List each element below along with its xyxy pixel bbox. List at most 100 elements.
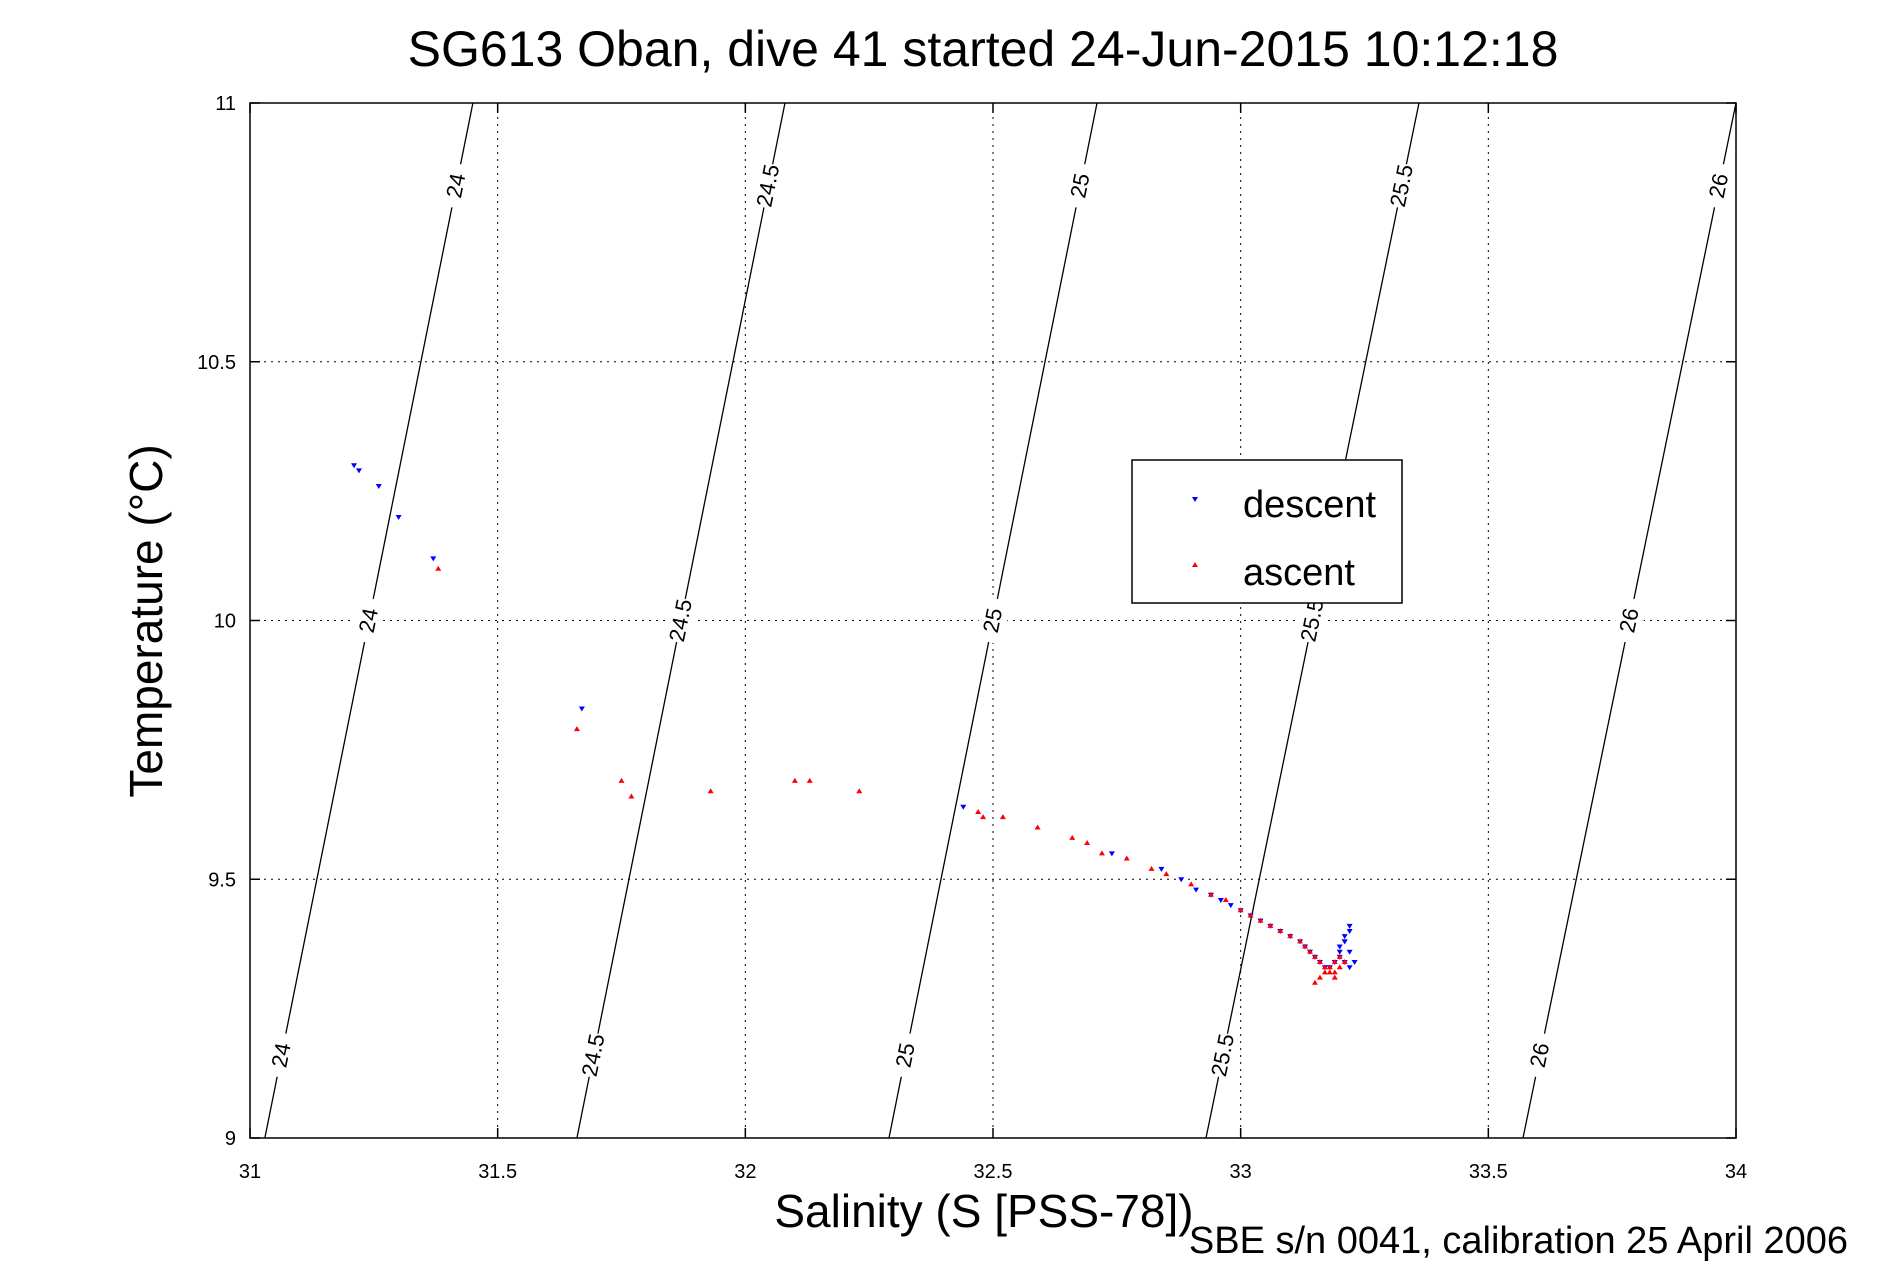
descent-point	[578, 706, 585, 712]
isopycnal-label-text: 25	[978, 606, 1007, 635]
ascent-point	[1341, 959, 1348, 965]
x-tick-label: 32	[734, 1161, 756, 1183]
descent-point	[960, 804, 967, 810]
ascent-point	[1336, 964, 1343, 970]
ascent-point	[1336, 953, 1343, 959]
ascent-point	[1321, 964, 1328, 970]
isopycnal-label-text: 24.5	[751, 162, 784, 209]
ascent-point	[1302, 943, 1309, 949]
ascent-point	[1123, 855, 1130, 861]
isopycnal-label-bg	[263, 1030, 300, 1080]
isopycnal-label-text: 24	[266, 1041, 295, 1070]
descent-point	[1217, 897, 1224, 903]
isopycnal-label-text: 26	[1614, 606, 1643, 635]
descent-point	[1158, 866, 1165, 872]
isopycnal-label-text: 24	[354, 606, 383, 635]
ascent-point	[1188, 881, 1195, 887]
descent-point	[1351, 960, 1358, 966]
descent-point	[430, 556, 437, 562]
isopycnal-label-bg	[750, 161, 787, 211]
descent-point	[355, 468, 362, 474]
ascent-point	[1207, 891, 1214, 897]
ascent-point	[980, 814, 987, 820]
data-points	[351, 463, 1358, 985]
descent-point	[395, 515, 402, 520]
descent-point	[351, 463, 358, 469]
isopycnal-label-bg	[1204, 1030, 1242, 1080]
legend-descent-marker	[1192, 497, 1198, 502]
calibration-footnote: SBE s/n 0041, calibration 25 April 2006	[1189, 1220, 1848, 1262]
descent-point	[1227, 903, 1234, 909]
legend-ascent-marker	[1192, 562, 1198, 567]
x-tick-label: 32.5	[974, 1161, 1013, 1183]
ascent-point	[1163, 871, 1170, 877]
ascent-point	[999, 814, 1006, 820]
isopycnal-label-bg	[350, 596, 387, 645]
density-contours: 24 24 24 24.5 24.5 24.5 25 25 25 25.5 25.5 25.5 26 26…	[263, 102, 1738, 1139]
descent-point	[1336, 949, 1343, 955]
isopycnal-label-bg	[1062, 161, 1099, 211]
y-tick-label: 10.5	[197, 352, 236, 374]
isopycnal-label: 26	[1521, 1030, 1559, 1080]
ascent-point	[791, 777, 798, 783]
descent-point	[1108, 851, 1115, 857]
ascent-point	[1257, 917, 1264, 923]
x-tick-label: 34	[1725, 1161, 1747, 1183]
descent-point	[1341, 939, 1348, 945]
isopycnal-label-bg	[1521, 1030, 1559, 1080]
isopycnal-label: 25.5	[1294, 596, 1331, 645]
y-tick-label: 9	[225, 1128, 236, 1150]
isopycnal-label: 25.5	[1383, 161, 1421, 211]
isopycnal-label-text: 24.5	[577, 1032, 610, 1079]
ascent-point	[1287, 933, 1294, 939]
ascent-point	[1277, 928, 1284, 933]
ascent-point	[856, 788, 863, 794]
descent-point	[1346, 949, 1353, 955]
ascent-point	[1247, 912, 1254, 918]
ascent-point	[628, 793, 635, 799]
y-tick-label: 10	[214, 611, 236, 633]
isopycnal-label: 25	[887, 1030, 924, 1080]
chart-title: SG613 Oban, dive 41 started 24-Jun-2015 …	[408, 21, 1559, 77]
isopycnal-label-bg	[1383, 161, 1421, 211]
ascent-point	[618, 777, 625, 783]
ascent-point	[1307, 948, 1314, 954]
descent-point	[1193, 887, 1200, 893]
ascent-point	[1297, 938, 1304, 944]
isopycnal-label-bg	[1700, 161, 1738, 211]
ascent-point	[1098, 850, 1105, 856]
legend: descent ascent	[1131, 459, 1403, 604]
isopycnal-label-text: 25	[1065, 171, 1094, 200]
isopycnal-label-bg	[887, 1030, 924, 1080]
isopycnal-label: 24.5	[575, 1030, 612, 1080]
x-tick-label: 31.5	[478, 1161, 517, 1183]
x-tick-label: 31	[239, 1161, 261, 1183]
ascent-point	[1034, 824, 1041, 830]
descent-point	[1346, 923, 1353, 929]
y-tick-label: 11	[215, 93, 236, 115]
ascent-point	[707, 788, 714, 794]
legend-ascent-label: ascent	[1243, 552, 1355, 594]
ascent-point	[1316, 974, 1323, 980]
x-axis-label: Salinity (S [PSS-78])	[774, 1185, 1193, 1237]
descent-point	[1336, 944, 1343, 950]
y-tick-label: 9.5	[208, 869, 236, 891]
isopycnal-label: 24	[350, 596, 387, 645]
isopycnal-label: 25	[1062, 161, 1099, 211]
ascent-point	[975, 808, 982, 814]
isopycnal-label-bg	[1611, 596, 1648, 645]
isopycnal-label: 26	[1700, 161, 1738, 211]
ascent-point	[806, 777, 813, 783]
y-axis-label: Temperature (°C)	[120, 444, 172, 797]
ascent-point	[1267, 922, 1274, 928]
ascent-point	[573, 726, 580, 732]
ascent-point	[1222, 896, 1229, 902]
descent-point	[1346, 929, 1353, 934]
ascent-point	[1069, 834, 1076, 840]
isopycnal-label-text: 24	[441, 171, 470, 200]
descent-point	[1178, 877, 1185, 883]
ascent-point	[1326, 969, 1333, 975]
ascent-point	[1311, 979, 1318, 985]
ascent-point	[1311, 953, 1318, 959]
